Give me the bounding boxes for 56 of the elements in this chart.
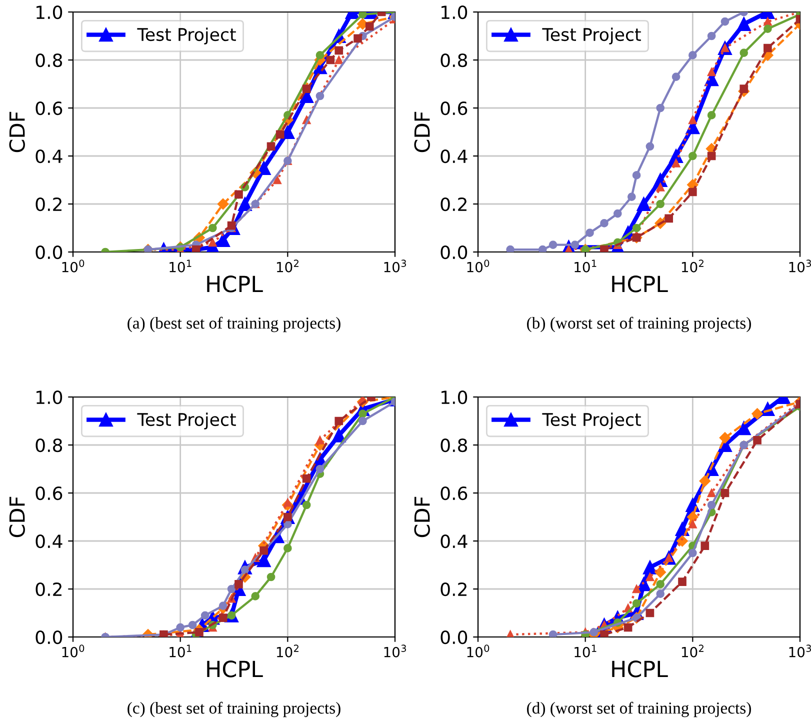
y-tick-label: 1.0 <box>36 5 62 20</box>
x-tick-label: 10$^{1}$ <box>170 644 192 658</box>
x-tick-label: 10$^{3}$ <box>789 260 811 272</box>
x-tick-label: 10$^{1}$ <box>574 260 596 272</box>
y-axis-title: CDF <box>9 112 25 152</box>
text: (a) (best set of training projects) <box>128 316 340 332</box>
x-axis-title: HCPL <box>207 276 263 292</box>
x-axis-title: HCPL <box>612 276 668 292</box>
text: (c) (best set of training projects) <box>128 702 340 718</box>
x-tick-label: 10$^{1}$ <box>170 260 192 272</box>
y-tick-label: 0.4 <box>440 149 468 164</box>
y-axis-title: CDF <box>414 112 430 152</box>
y-tick-label: 0.6 <box>440 101 468 116</box>
text: (b) (worst set of training projects) <box>527 316 751 332</box>
x-tick-label: 10$^{3}$ <box>384 260 406 272</box>
legend-label: Test Project <box>137 28 236 44</box>
x-axis-title: HCPL <box>207 660 263 678</box>
legend-label: Test Project <box>137 412 236 430</box>
y-tick-label: 0.2 <box>440 197 466 212</box>
y-tick-label: 0.2 <box>36 582 62 596</box>
x-tick-label: 10$^{1}$ <box>574 644 596 658</box>
x-tick-label: 10$^{0}$ <box>467 644 490 658</box>
y-tick-label: 0.0 <box>36 630 62 644</box>
legend-label: Test Project <box>542 412 641 430</box>
y-tick-label: 0.2 <box>36 197 62 212</box>
x-axis-title: HCPL <box>612 660 668 678</box>
x-tick-label: 10$^{3}$ <box>789 644 811 658</box>
text: (d) (worst set of training projects) <box>527 702 751 718</box>
x-tick-label: 10$^{2}$ <box>276 644 298 658</box>
y-tick-label: 0.6 <box>36 101 62 116</box>
x-tick-label: 10$^{0}$ <box>467 260 490 272</box>
y-tick-label: 1.0 <box>36 390 62 404</box>
y-tick-label: 0.0 <box>440 630 468 644</box>
x-tick-label: 10$^{3}$ <box>384 644 406 658</box>
y-tick-label: 0.0 <box>440 245 468 260</box>
y-tick-label: 0.6 <box>36 486 62 500</box>
y-tick-label: 1.0 <box>442 390 468 404</box>
y-tick-label: 0.8 <box>36 53 62 68</box>
y-axis-title: CDF <box>9 496 25 538</box>
legend-label: Test Project <box>542 28 641 44</box>
y-tick-label: 0.0 <box>36 245 62 260</box>
y-tick-label: 0.8 <box>440 438 468 452</box>
y-tick-label: 0.4 <box>36 534 62 548</box>
x-tick-label: 10$^{2}$ <box>682 644 704 658</box>
y-axis-title: CDF <box>414 496 430 538</box>
x-tick-label: 10$^{0}$ <box>62 260 84 272</box>
x-tick-label: 10$^{2}$ <box>682 260 704 272</box>
x-tick-label: 10$^{2}$ <box>276 260 298 272</box>
y-tick-label: 0.2 <box>440 582 466 596</box>
y-tick-label: 0.6 <box>440 486 468 500</box>
y-tick-label: 1.0 <box>442 5 468 20</box>
y-tick-label: 0.8 <box>36 438 62 452</box>
y-tick-label: 0.4 <box>440 534 468 548</box>
y-tick-label: 0.8 <box>440 53 468 68</box>
x-tick-label: 10$^{0}$ <box>62 644 84 658</box>
y-tick-label: 0.4 <box>36 149 62 164</box>
